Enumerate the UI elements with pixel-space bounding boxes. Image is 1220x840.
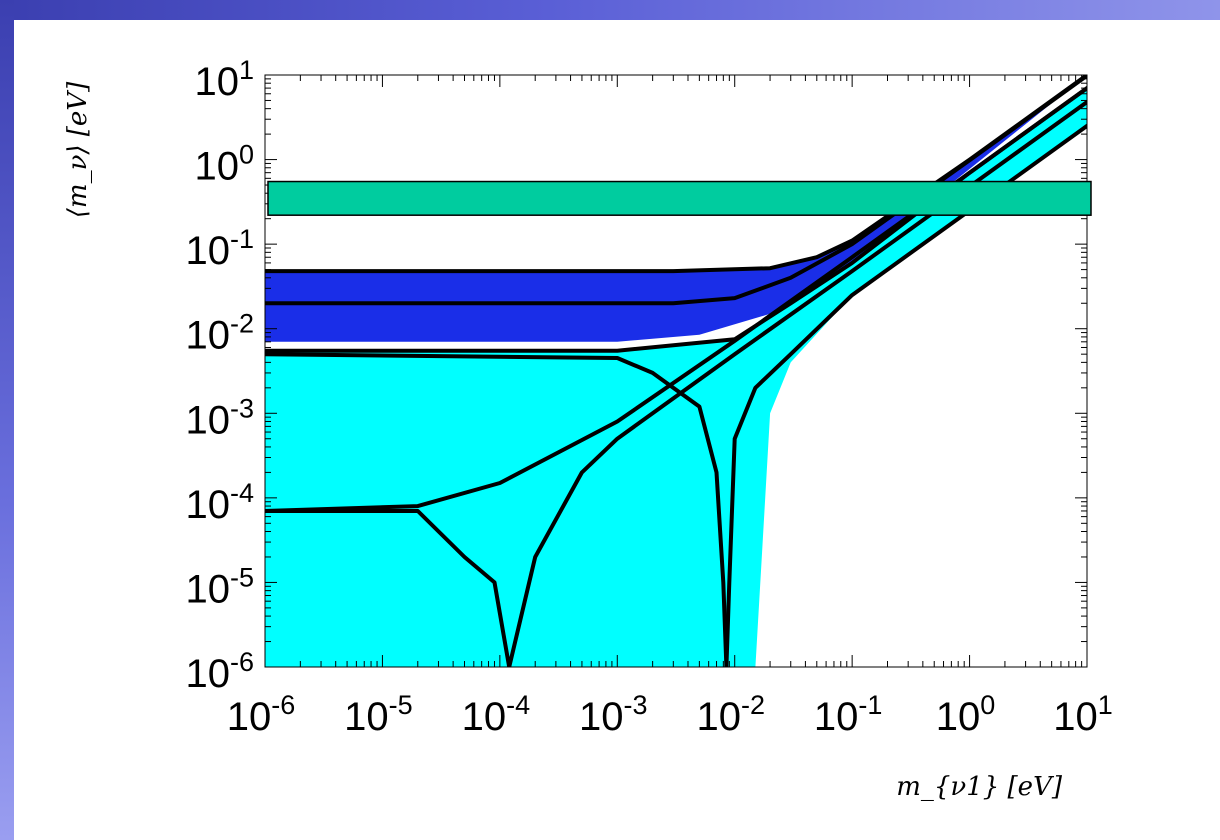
slide-top-accent-bar xyxy=(0,0,1220,20)
x-tick-label: 100 xyxy=(936,690,996,739)
y-tick-label: 10-5 xyxy=(185,562,254,611)
y-tick-label: 10-4 xyxy=(185,478,254,527)
x-tick-label: 10-5 xyxy=(344,690,413,739)
x-tick-label: 10-6 xyxy=(227,690,296,739)
x-axis-label: m_{ν1} [eV] xyxy=(896,772,1063,802)
curve-2 xyxy=(265,75,1087,306)
inverted-hierarchy-region xyxy=(265,75,1087,342)
y-tick-label: 100 xyxy=(194,140,254,189)
curve-5 xyxy=(265,509,512,667)
x-tick-label: 101 xyxy=(1053,690,1113,739)
curve-4 xyxy=(265,352,729,667)
x-tick-label: 10-3 xyxy=(579,690,648,739)
normal-hierarchy-region xyxy=(265,88,1087,667)
y-tick-label: 10-2 xyxy=(185,309,254,358)
y-tick-label: 101 xyxy=(194,55,254,104)
y-tick-label: 10-1 xyxy=(185,224,254,273)
plot-frame xyxy=(264,74,1088,668)
x-tick-label: 10-4 xyxy=(462,690,531,739)
y-tick-label: 10-6 xyxy=(185,647,254,696)
x-tick-label: 10-1 xyxy=(814,690,883,739)
plot-content xyxy=(265,75,1087,667)
slide-left-accent-bar xyxy=(0,0,14,840)
x-tick-label: 10-2 xyxy=(696,690,765,739)
y-axis-label: ⟨m_ν⟩ [eV] xyxy=(63,81,93,218)
horizontal-limit-bar-1 xyxy=(267,180,1092,216)
curve-8 xyxy=(724,123,1087,667)
y-tick-label: 10-3 xyxy=(185,393,254,442)
